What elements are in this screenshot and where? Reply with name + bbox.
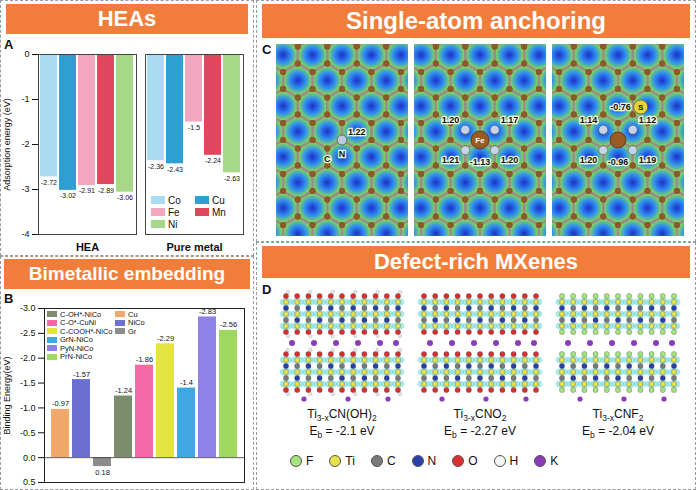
svg-text:Ti3-xCNF2: Ti3-xCNF2 xyxy=(593,407,644,423)
html-text:NiCo: NiCo xyxy=(128,318,145,328)
html-text:D: D xyxy=(262,282,272,297)
svg-text:-1.0: -1.0 xyxy=(20,403,36,413)
svg-text:Ti3-xCNO2: Ti3-xCNO2 xyxy=(454,407,507,423)
svg-text:1.20: 1.20 xyxy=(501,155,519,165)
html-text:HEAs: HEAs xyxy=(97,6,157,31)
svg-text:-2.89: -2.89 xyxy=(98,187,114,194)
html-text:Ni: Ni xyxy=(168,218,178,230)
html-text:PrN-NiCo: PrN-NiCo xyxy=(60,352,93,362)
html-text:B: B xyxy=(4,291,14,306)
svg-text:1.20: 1.20 xyxy=(580,155,598,165)
svg-text:0.5: 0.5 xyxy=(23,477,36,487)
svg-text:-2.0: -2.0 xyxy=(20,353,36,363)
html-text:PyN-NiCo: PyN-NiCo xyxy=(60,343,94,353)
svg-text:-4: -4 xyxy=(21,229,29,239)
svg-text:-2.91: -2.91 xyxy=(79,187,95,194)
html-text:N: N xyxy=(427,454,437,468)
html-text:Cu: Cu xyxy=(212,194,225,206)
html-text:F: F xyxy=(306,454,314,468)
svg-text:-2.5: -2.5 xyxy=(20,328,36,338)
svg-text:-0.96: -0.96 xyxy=(608,157,629,167)
svg-text:0.18: 0.18 xyxy=(95,468,110,477)
svg-text:-2.63: -2.63 xyxy=(224,175,240,182)
html-text:C-COOH*-NiCo: C-COOH*-NiCo xyxy=(60,326,113,336)
html-text:C-OH*-NiCo: C-OH*-NiCo xyxy=(60,309,102,319)
svg-text:-2.56: -2.56 xyxy=(220,320,237,329)
html-text:C-O*-CuNi: C-O*-CuNi xyxy=(60,318,96,328)
svg-text:-2: -2 xyxy=(21,139,29,149)
html-text:Gr: Gr xyxy=(128,326,137,336)
svg-text:-1.13: -1.13 xyxy=(470,157,491,167)
html-text:O: O xyxy=(468,454,478,468)
html-text:Mn: Mn xyxy=(212,206,226,218)
svg-text:-2.29: -2.29 xyxy=(157,334,174,343)
svg-text:Eb = -2.27 eV: Eb = -2.27 eV xyxy=(444,424,516,440)
svg-text:Eb = -2.1 eV: Eb = -2.1 eV xyxy=(309,424,374,440)
svg-text:-3.0: -3.0 xyxy=(20,303,36,313)
svg-text:1.22: 1.22 xyxy=(348,127,366,137)
svg-text:-2.24: -2.24 xyxy=(205,157,221,164)
svg-text:1.17: 1.17 xyxy=(501,115,519,125)
svg-text:Ti3-xCN(OH)2: Ti3-xCN(OH)2 xyxy=(307,407,377,423)
svg-text:-0.5: -0.5 xyxy=(20,428,36,438)
svg-text:0: 0 xyxy=(24,49,29,59)
svg-text:-2.72: -2.72 xyxy=(41,179,57,186)
svg-text:-3: -3 xyxy=(21,184,29,194)
svg-text:Adsorption energy (eV): Adsorption energy (eV) xyxy=(2,98,12,191)
svg-text:Eb = -2.04 eV: Eb = -2.04 eV xyxy=(582,424,654,440)
svg-text:1.12: 1.12 xyxy=(639,115,657,125)
svg-text:S: S xyxy=(638,103,644,112)
svg-text:-2.36: -2.36 xyxy=(148,163,164,170)
svg-text:-1: -1 xyxy=(21,94,29,104)
svg-text:1.14: 1.14 xyxy=(580,115,598,125)
svg-text:-2.83: -2.83 xyxy=(199,307,216,316)
svg-text:1.20: 1.20 xyxy=(442,115,460,125)
svg-text:Fe: Fe xyxy=(475,136,485,145)
html-text:GrN-NiCo: GrN-NiCo xyxy=(60,335,93,345)
html-text:Cu: Cu xyxy=(128,309,138,319)
svg-text:-0.97: -0.97 xyxy=(52,399,69,408)
svg-text:-2.43: -2.43 xyxy=(167,166,183,173)
svg-text:-3.02: -3.02 xyxy=(60,192,76,199)
svg-text:-0.76: -0.76 xyxy=(610,102,631,112)
svg-text:Pure metal: Pure metal xyxy=(166,241,222,253)
html-text:C: C xyxy=(386,454,396,468)
html-text:Fe: Fe xyxy=(168,206,180,218)
svg-text:-3.06: -3.06 xyxy=(117,194,133,201)
html-text:Ti: Ti xyxy=(345,454,355,468)
svg-text:C: C xyxy=(324,154,331,164)
svg-text:-1.5: -1.5 xyxy=(188,124,200,131)
svg-text:N: N xyxy=(339,149,346,159)
svg-text:1.19: 1.19 xyxy=(639,155,657,165)
svg-text:0.0: 0.0 xyxy=(23,453,36,463)
svg-text:1.21: 1.21 xyxy=(442,155,460,165)
html-text:A: A xyxy=(4,37,14,52)
svg-text:-1.57: -1.57 xyxy=(73,370,90,379)
html-text:Defect-rich MXenes: Defect-rich MXenes xyxy=(373,249,579,274)
svg-text:-1.86: -1.86 xyxy=(136,355,153,364)
html-text:H: H xyxy=(509,454,519,468)
svg-text:Binding Energy(eV): Binding Energy(eV) xyxy=(2,356,12,434)
svg-text:-1.5: -1.5 xyxy=(20,378,36,388)
html-text:Single-atom anchoring: Single-atom anchoring xyxy=(346,7,606,34)
svg-text:HEA: HEA xyxy=(76,241,99,253)
svg-text:-1.24: -1.24 xyxy=(115,386,132,395)
svg-text:-1.4: -1.4 xyxy=(180,378,193,387)
html-text:K: K xyxy=(550,454,559,468)
html-text:C: C xyxy=(262,42,272,57)
html-text:Co: Co xyxy=(168,194,181,206)
html-text:Bimetallic embedding: Bimetallic embedding xyxy=(28,263,226,284)
